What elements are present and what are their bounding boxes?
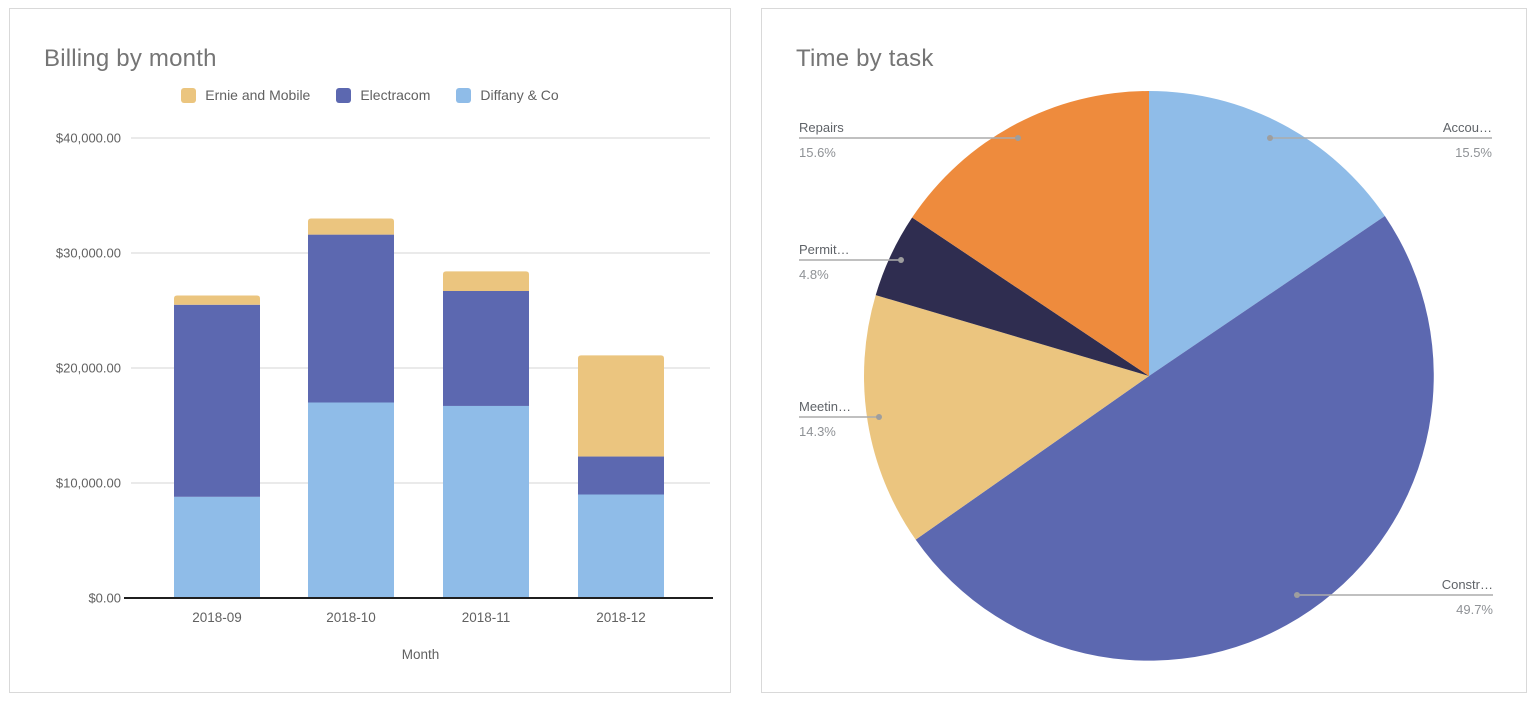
bar-segment-indigo[interactable]: [578, 456, 664, 495]
time-pie-chart: Accou… 15.5% Constr… 49.7% Meetin… 14.3% Permi…: [799, 91, 1493, 661]
y-axis-tick-label: $10,000.00: [56, 476, 121, 491]
leader-dot: [1267, 135, 1273, 141]
pie-slice-tan[interactable]: [864, 295, 1149, 540]
leader-dot: [1015, 135, 1021, 141]
pie-slice-label: Repairs: [799, 120, 844, 135]
x-axis-tick-label: 2018-11: [462, 610, 511, 625]
pie-slice-label: Accou…: [1443, 120, 1492, 135]
legend-swatch: [181, 87, 197, 103]
bar-segment-indigo[interactable]: [174, 304, 260, 497]
bar-segment-tan[interactable]: [308, 218, 394, 235]
bar-segment-tan[interactable]: [443, 271, 529, 291]
bar-segment-indigo[interactable]: [443, 290, 529, 406]
legend-swatch: [456, 87, 472, 103]
leader-dot: [1294, 592, 1300, 598]
bar-segment-light_blue[interactable]: [443, 405, 529, 598]
legend-item: Electracom: [336, 87, 430, 103]
bar-segment-light_blue[interactable]: [308, 402, 394, 599]
x-axis-tick-label: 2018-12: [596, 610, 646, 625]
pie-slice-label: Meetin…: [799, 399, 851, 414]
billing-by-month-panel: Billing by month Ernie and Mobile Electra…: [9, 8, 731, 693]
legend-label: Ernie and Mobile: [205, 87, 311, 103]
y-axis-tick-label: $40,000.00: [56, 131, 121, 146]
pie-slice-indigo[interactable]: [915, 216, 1434, 661]
pie-slice-percent: 14.3%: [799, 424, 836, 439]
time-by-task-panel: Time by task Accou… 15.5% Constr… 49.7% Meet…: [761, 8, 1527, 693]
bar-segment-tan[interactable]: [578, 355, 664, 457]
bar-segment-indigo[interactable]: [308, 234, 394, 403]
pie-slice-orange[interactable]: [912, 91, 1149, 376]
y-axis-tick-label: $30,000.00: [56, 246, 121, 261]
bar-segment-light_blue[interactable]: [578, 494, 664, 599]
pie-slice-percent: 15.5%: [1455, 145, 1492, 160]
pie-slice-label: Permit…: [799, 242, 850, 257]
legend-label: Electracom: [360, 87, 431, 103]
legend-swatch: [336, 87, 352, 103]
leader-dot: [898, 257, 904, 263]
pie-slice-percent: 15.6%: [799, 145, 836, 160]
legend-item: Diffany & Co: [456, 87, 559, 103]
time-chart-title: Time by task: [796, 45, 934, 72]
y-axis-tick-label: $0.00: [88, 591, 121, 606]
pie-slice-label: Constr…: [1442, 577, 1493, 592]
x-axis-title: Month: [402, 647, 440, 662]
billing-chart-title: Billing by month: [44, 45, 217, 72]
billing-chart-legend: Ernie and Mobile Electracom Diffany & Co: [10, 86, 730, 104]
bar-segment-tan[interactable]: [174, 295, 260, 305]
x-axis-tick-label: 2018-09: [192, 610, 242, 625]
leader-dot: [876, 414, 882, 420]
legend-item: Ernie and Mobile: [181, 87, 310, 103]
pie-slice-percent: 49.7%: [1456, 602, 1493, 617]
pie-slice-percent: 4.8%: [799, 267, 829, 282]
x-axis-tick-label: 2018-10: [326, 610, 376, 625]
y-axis-tick-label: $20,000.00: [56, 361, 121, 376]
pie-slice-navy[interactable]: [875, 217, 1149, 376]
legend-label: Diffany & Co: [480, 87, 559, 103]
pie-slice-light_blue[interactable]: [1149, 91, 1385, 376]
bar-segment-light_blue[interactable]: [174, 496, 260, 598]
billing-bar-chart: $0.00 $10,000.00 $20,000.00 $30,000.00 $40,0…: [56, 131, 713, 662]
